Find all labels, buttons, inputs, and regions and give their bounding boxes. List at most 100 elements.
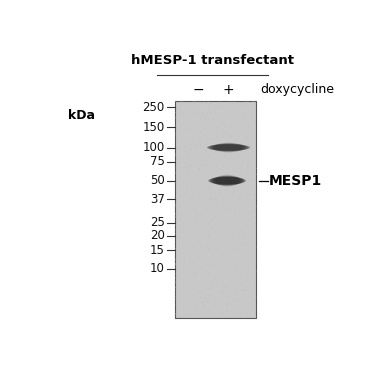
Point [239,308,245,314]
Point [207,125,213,131]
Point [230,196,236,202]
Point [249,136,255,142]
Point [179,140,185,146]
Point [203,128,209,134]
Point [220,104,226,110]
Point [253,110,259,116]
Point [201,246,207,252]
Point [192,142,198,148]
Point [244,175,250,181]
Point [189,126,195,132]
Point [172,312,178,318]
Point [252,132,258,138]
Point [206,274,212,280]
Point [188,162,194,168]
Point [229,192,235,198]
Point [199,153,205,159]
Point [185,179,191,185]
Point [173,202,179,208]
Point [188,187,194,193]
Point [249,232,255,238]
Point [191,136,197,142]
Point [231,270,237,276]
Point [209,134,214,140]
Point [178,216,184,222]
Point [248,128,254,134]
Point [248,280,254,286]
Point [216,156,222,162]
Point [195,276,201,282]
Point [226,221,232,227]
Point [204,163,210,169]
Point [231,127,237,133]
Point [248,266,254,272]
Point [230,272,236,278]
Point [216,145,222,151]
Point [190,214,196,220]
Point [198,201,204,207]
Point [214,238,220,244]
Point [188,135,194,141]
Point [190,124,196,130]
Point [227,103,233,109]
Point [182,253,188,259]
Point [209,160,215,166]
Point [224,306,230,312]
Point [248,254,254,260]
Point [194,259,200,265]
Point [229,287,235,293]
Point [239,176,245,182]
Point [237,184,243,190]
Point [252,257,258,263]
Point [182,251,188,257]
Point [229,288,235,294]
Point [241,257,247,263]
Point [182,234,188,240]
Point [179,140,185,146]
Point [186,118,192,124]
Point [222,282,228,288]
Point [204,298,210,304]
Point [225,238,231,244]
Point [210,117,216,123]
Point [222,211,228,217]
Point [183,282,189,288]
Point [216,214,222,220]
Point [224,202,230,208]
Point [203,173,209,179]
Point [190,294,196,300]
Point [232,173,238,179]
Point [211,161,217,167]
Point [239,290,245,296]
Point [176,198,182,204]
Point [235,296,241,302]
Point [220,192,226,198]
Point [186,108,192,114]
Point [202,188,208,194]
Point [195,176,201,182]
Point [236,184,242,190]
Point [176,222,181,228]
Point [196,117,202,123]
Point [226,117,232,123]
Point [192,209,198,215]
Point [220,287,226,293]
Point [221,286,227,292]
Point [172,284,178,290]
Point [202,290,208,296]
Point [202,277,208,283]
Point [183,117,189,123]
Point [251,288,257,294]
Point [175,138,181,144]
Point [226,207,232,213]
Point [213,105,219,111]
Point [200,108,206,114]
Point [247,180,253,186]
Point [231,140,237,146]
Point [251,192,257,198]
Point [226,289,232,295]
Point [186,153,192,159]
Point [178,235,184,241]
Point [228,218,234,224]
Point [194,269,200,275]
